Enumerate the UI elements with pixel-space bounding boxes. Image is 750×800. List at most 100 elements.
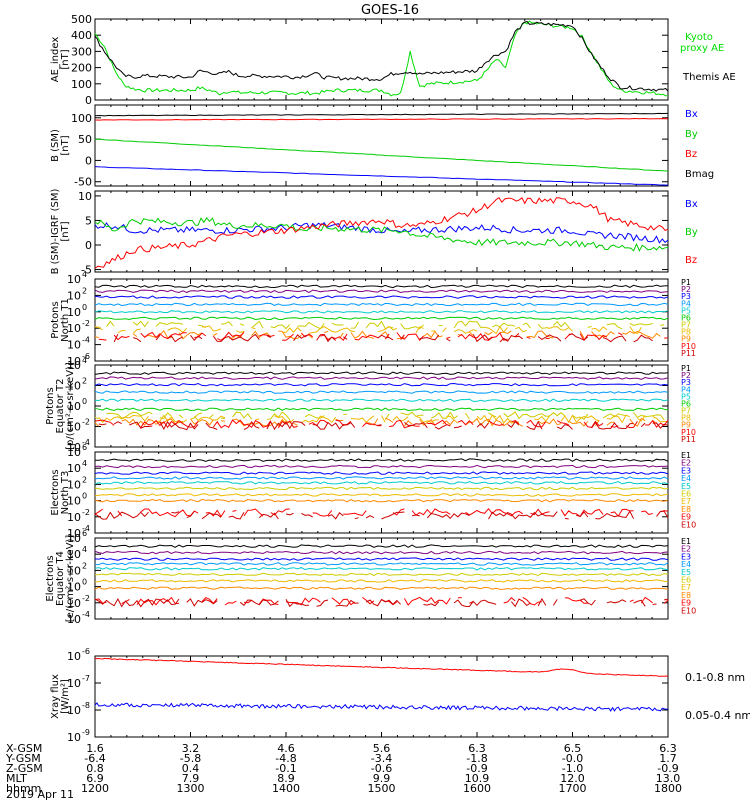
p-t1-channel-7 <box>308 326 355 334</box>
e-t3-legend-e1: E1 <box>681 451 691 460</box>
e-t4-channel-9 <box>633 599 646 607</box>
e-t4-channel-9 <box>552 599 558 606</box>
p-t2-channel-10 <box>98 423 107 426</box>
p-t1-channel-9 <box>446 336 451 339</box>
e-t4-channel-9 <box>453 599 497 608</box>
plot-title: GOES-16 <box>361 3 419 18</box>
e-t4-channel-8 <box>503 597 516 604</box>
p-t1-channel-6 <box>155 322 184 327</box>
e-t4-ylabel-line: Electrons <box>45 555 56 601</box>
p-t2-channel-9 <box>511 420 520 425</box>
p-t2-channel-7 <box>301 415 337 424</box>
p-t1-channel-8 <box>308 334 314 339</box>
p-t1-channel-8 <box>132 333 138 338</box>
e-t3-channel-0 <box>95 458 669 462</box>
p-t1-channel-10 <box>419 334 440 341</box>
p-t1-channel-8 <box>396 336 405 340</box>
bsm-series-bmag <box>94 112 669 117</box>
p-t1-channel-8 <box>579 330 585 339</box>
y-tick-exponent: -4 <box>82 438 90 447</box>
ephem-label: X-GSM <box>6 742 42 755</box>
ephem-value: 1200 <box>81 782 109 795</box>
xray-series-short <box>94 702 669 712</box>
p-t1-channel-6 <box>365 320 394 330</box>
p-t1-channel-8 <box>423 330 443 339</box>
e-t3-channel-8 <box>312 510 333 517</box>
p-t2-channel-6 <box>94 416 99 420</box>
p-t2-channel-7 <box>534 415 551 423</box>
y-tick-exponent: -2 <box>82 508 90 517</box>
p-t2-legend-p5: P5 <box>681 392 691 401</box>
e-t3-channel-9 <box>656 510 669 519</box>
e-t3-channel-9 <box>94 511 149 520</box>
e-t4-channel-3 <box>95 562 669 566</box>
e-t3-channel-9 <box>186 510 195 518</box>
p-t2-channel-10 <box>591 421 634 430</box>
ephem-value: 1600 <box>463 782 491 795</box>
p-t2-channel-10 <box>312 421 356 430</box>
ephem-value: 1300 <box>177 782 205 795</box>
e-t4-legend-e1: E1 <box>681 537 691 546</box>
e-t4-legend-e2: E2 <box>681 545 691 554</box>
e-t3-channel-9 <box>228 512 245 520</box>
ephem-value: -1.8 <box>466 752 487 765</box>
p-t1-channel-9 <box>618 332 623 336</box>
p-t1-legend-p5: P5 <box>681 306 691 315</box>
y-tick-exponent: 6 <box>82 529 87 538</box>
e-t4-legend-e9: E9 <box>681 599 691 608</box>
y-tick-exponent: -2 <box>82 418 90 427</box>
ephem-label: MLT <box>6 772 27 785</box>
ephem-value: 13.0 <box>656 772 681 785</box>
p-t2-legend-p7: P7 <box>681 407 691 416</box>
e-t3-channel-8 <box>465 508 524 517</box>
e-t3-channel-8 <box>560 509 604 518</box>
e-t3-channel-8 <box>641 510 653 516</box>
p-t2-channel-8 <box>465 417 512 427</box>
y-tick-label: -5 <box>81 264 92 277</box>
e-t3-channel-8 <box>343 510 367 517</box>
p-t2-legend-p1: P1 <box>681 364 691 373</box>
e-t4-channel-8 <box>403 596 451 606</box>
ephem-value: 9.9 <box>373 772 391 785</box>
p-t1-channel-8 <box>484 331 493 336</box>
y-tick-label: 0 <box>85 94 92 107</box>
p-t2-channel-6 <box>602 413 627 419</box>
y-tick-exponent: 0 <box>82 303 87 312</box>
ephem-value: 4.6 <box>277 742 295 755</box>
y-tick-exponent: 4 <box>82 459 87 468</box>
p-t1-legend-p3: P3 <box>681 292 691 301</box>
y-tick-exponent: 4 <box>82 356 87 365</box>
p-t1-channel-10 <box>266 335 271 338</box>
y-tick-exponent: 2 <box>82 286 87 295</box>
e-t4-legend-e3: E3 <box>681 552 691 561</box>
y-tick-label: 500 <box>71 13 92 26</box>
e-t4-channel-8 <box>201 596 218 605</box>
y-tick-label: 10 <box>67 511 81 524</box>
y-tick-exponent: 6 <box>82 443 87 452</box>
xray-ylabel: Xray flux [W/m²] <box>50 674 71 719</box>
e-t3-channel-9 <box>381 511 405 520</box>
e-t4-legend-e6: E6 <box>681 576 691 585</box>
y-tick-label: 300 <box>71 45 92 58</box>
p-t1-channel-7 <box>201 325 222 332</box>
p-t2-channel-6 <box>178 414 184 419</box>
p-t1-channel-10 <box>568 333 589 341</box>
p-t1-channel-8 <box>251 330 272 339</box>
p-t1-channel-6 <box>453 320 485 329</box>
y-tick-label: 10 <box>67 446 81 459</box>
p-t1-channel-7 <box>117 329 126 334</box>
ephem-label: Z-GSM <box>6 762 43 775</box>
p-t2-ylabel-line: [p/(cm²-s-sr-keV)] <box>65 362 76 450</box>
e-t3-channel-8 <box>243 508 264 517</box>
y-tick-exponent: 0 <box>82 397 87 406</box>
e-t4-channel-8 <box>564 597 588 604</box>
p-t1-channel-9 <box>113 334 130 341</box>
p-t2-channel-6 <box>430 411 459 420</box>
p-t2-channel-10 <box>377 424 382 426</box>
p-t2-channel-8 <box>568 420 589 427</box>
p-t2-channel-6 <box>633 412 665 421</box>
e-t3-legend-e2: E2 <box>681 459 691 468</box>
y-tick-exponent: 2 <box>82 561 87 570</box>
p-t2-channel-6 <box>503 411 566 420</box>
panel-frame-0 <box>94 18 669 101</box>
